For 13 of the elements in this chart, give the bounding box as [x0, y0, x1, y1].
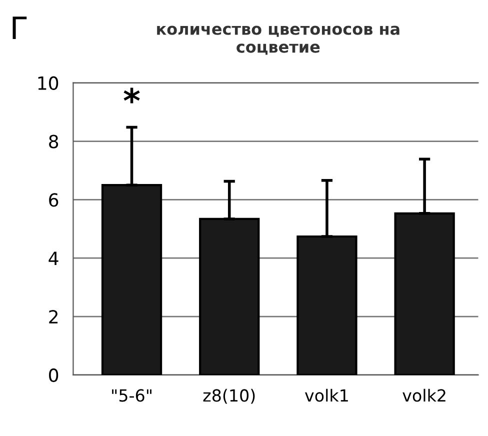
y-tick-label: 10 [38, 76, 58, 90]
chart-title: количество цветоносов на соцветие [157, 26, 400, 55]
x-tick-label: z8(10) [203, 388, 255, 404]
y-tick-label: 8 [49, 134, 58, 148]
y-tick-label: 6 [49, 193, 58, 207]
text: Г [12, 16, 27, 39]
y-tick-label: 4 [48, 252, 58, 265]
y-tick-label: 2 [49, 310, 58, 324]
x-tick-label: volk2 [402, 388, 446, 402]
y-tick-label: 0 [49, 368, 58, 382]
annotation: * [124, 88, 140, 104]
x-tick-label: volk1 [304, 388, 348, 402]
x-tick-label: "5-6" [112, 389, 152, 402]
